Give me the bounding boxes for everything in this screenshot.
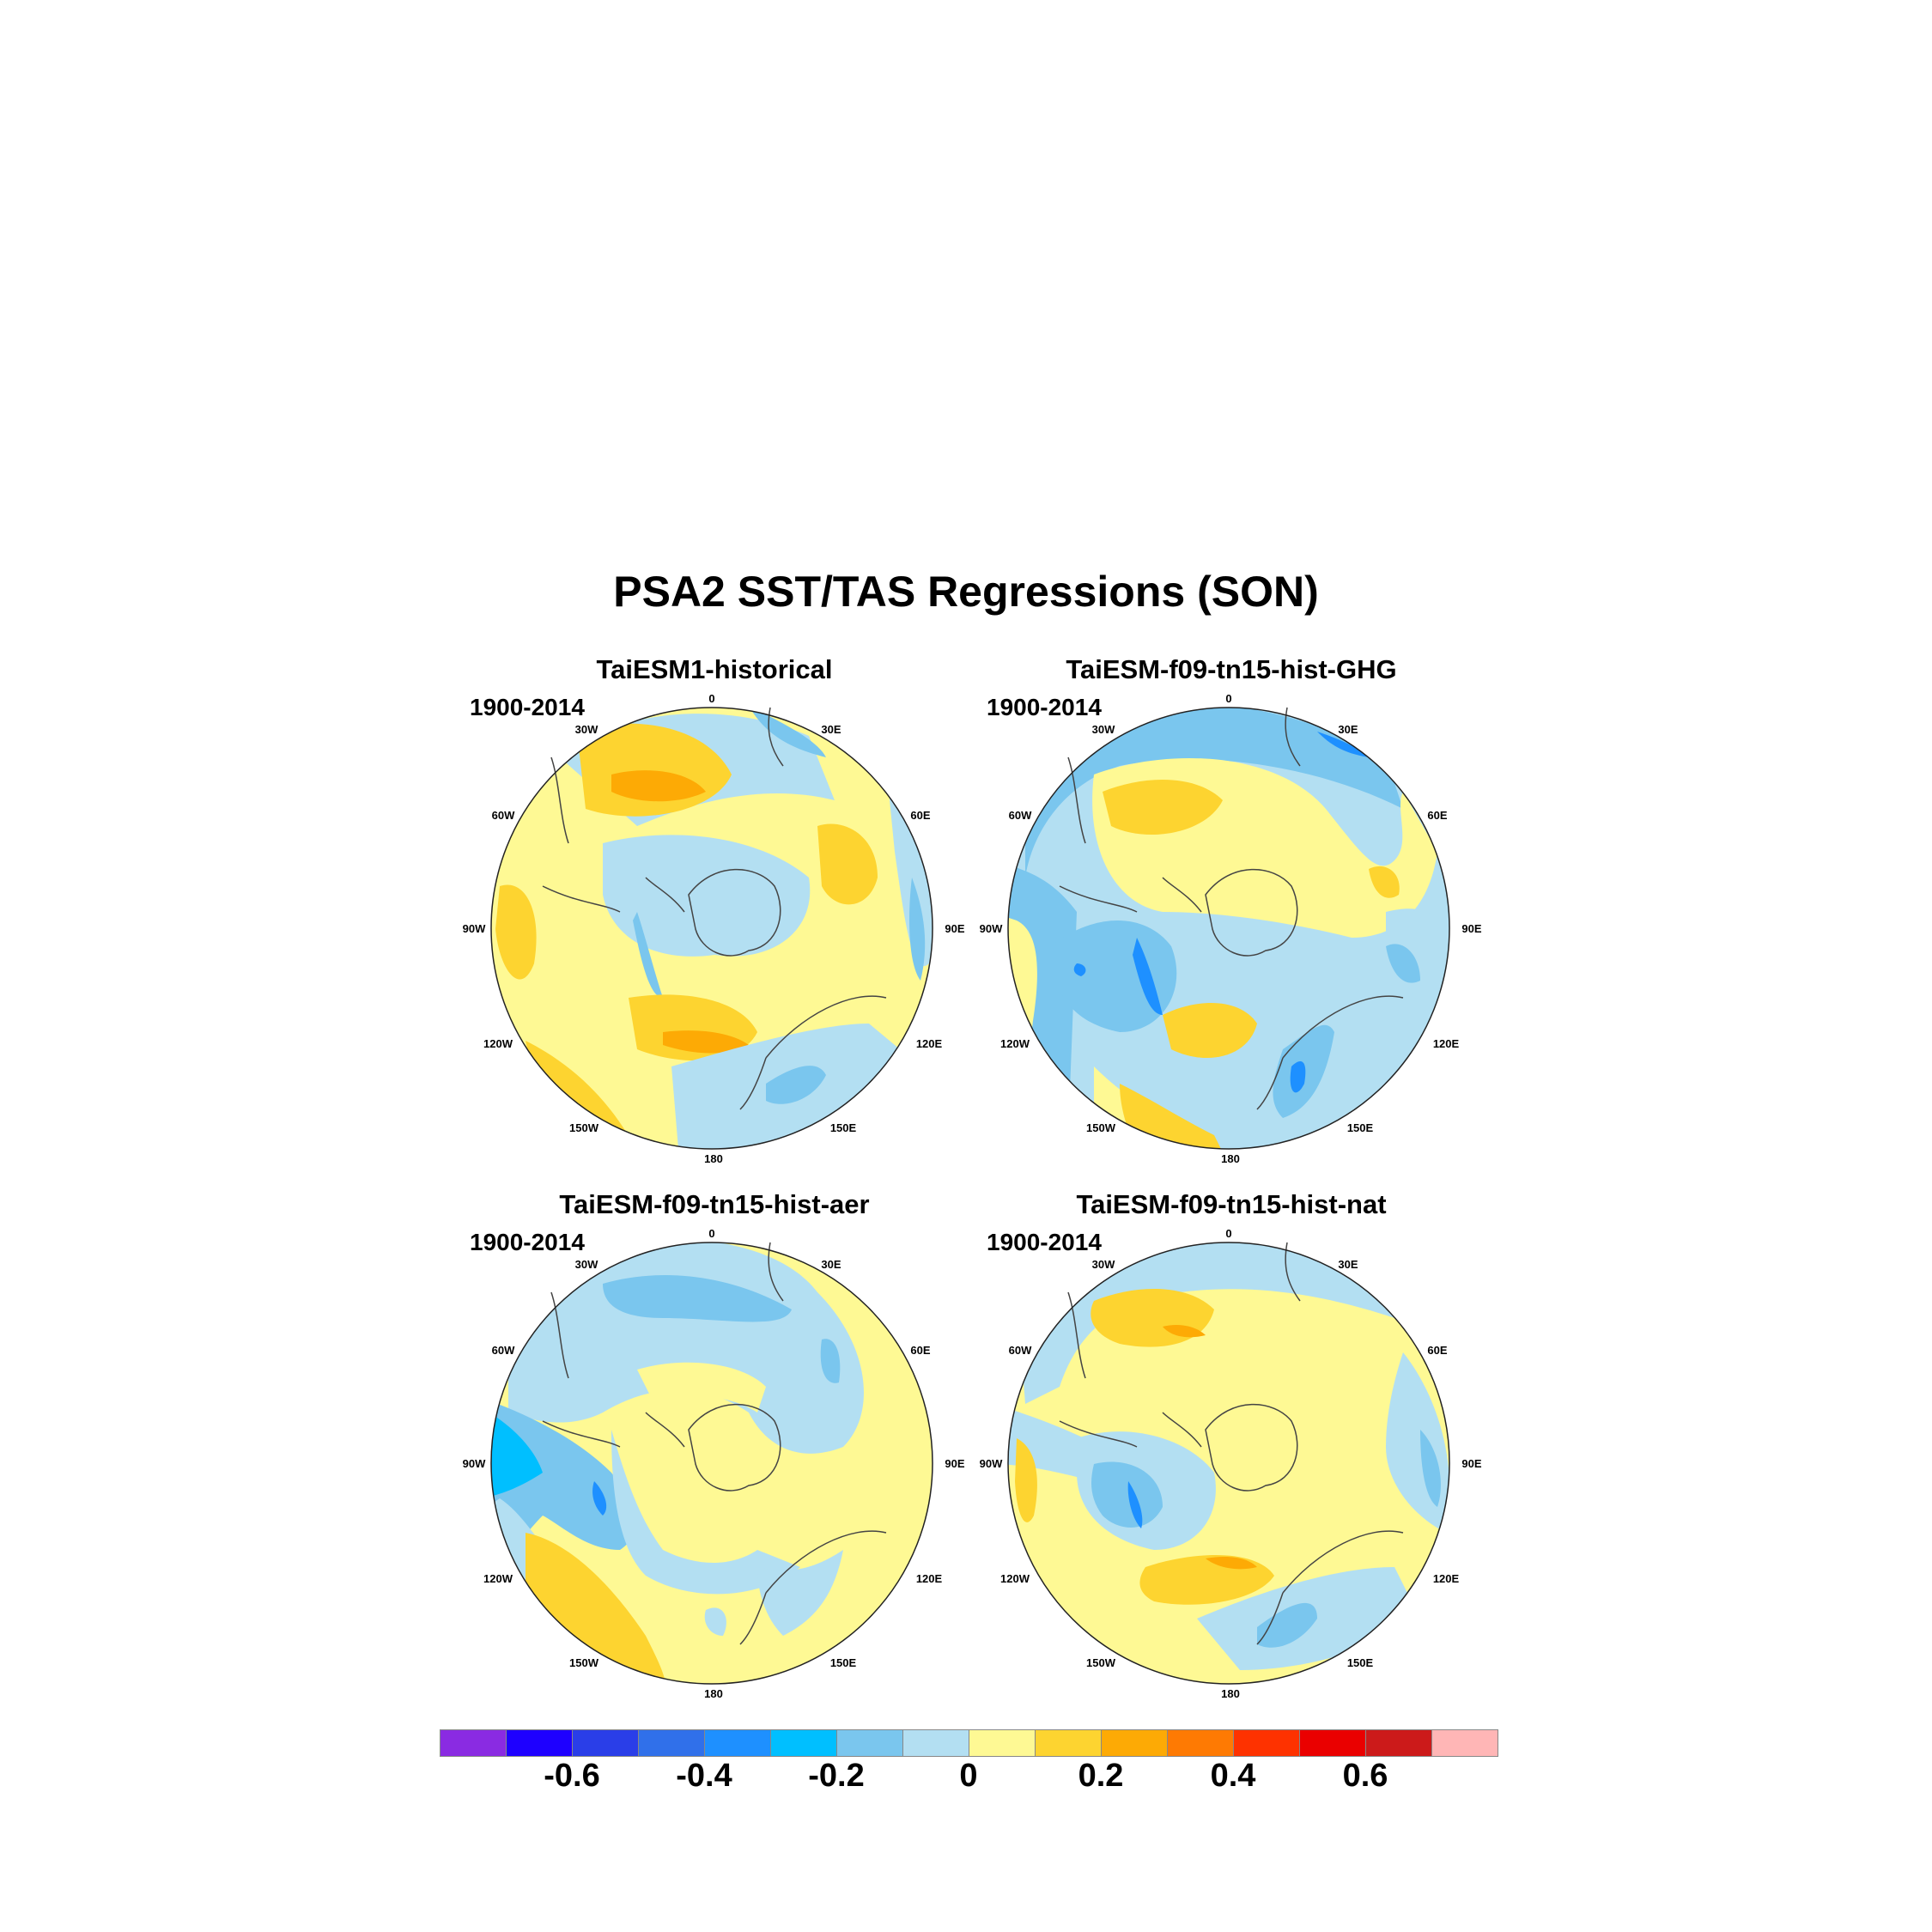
polar-map: 0 30E 60E 90E 120E 150E 180 150W 120W 90… bbox=[980, 1227, 1482, 1700]
lon-label-0: 0 bbox=[708, 1227, 714, 1240]
lon-label-150w: 150W bbox=[569, 1121, 599, 1134]
lon-label-90w: 90W bbox=[980, 1457, 1003, 1470]
lon-label-180: 180 bbox=[704, 1687, 723, 1700]
lon-label-30w: 30W bbox=[1092, 1258, 1115, 1271]
main-title: PSA2 SST/TAS Regressions (SON) bbox=[613, 568, 1319, 616]
lon-label-90e: 90E bbox=[945, 922, 964, 935]
panel-period: 1900-2014 bbox=[987, 1229, 1102, 1255]
panel-period: 1900-2014 bbox=[470, 694, 585, 720]
longitude-labels: 0 30E 60E 90E 120E 150E 180 150W 120W 90… bbox=[463, 1227, 965, 1700]
colorbar-cell bbox=[704, 1729, 771, 1757]
lon-label-150w: 150W bbox=[1086, 1656, 1116, 1669]
polar-map: 0 30E 60E 90E 120E 150E 180 150W 120W 90… bbox=[463, 1227, 965, 1700]
panel-title: TaiESM-f09-tn15-hist-GHG bbox=[1066, 654, 1397, 684]
lon-label-180: 180 bbox=[704, 1152, 723, 1165]
lon-label-0: 0 bbox=[1225, 692, 1231, 705]
lon-label-120w: 120W bbox=[483, 1037, 513, 1050]
colorbar-cell bbox=[440, 1729, 507, 1757]
colorbar-cell bbox=[506, 1729, 573, 1757]
polar-map: 0 30E 60E 90E 120E 150E 180 150W 120W 90… bbox=[463, 692, 965, 1165]
panel-historical: TaiESM1-historical 1900-2014 bbox=[463, 654, 965, 1170]
lon-label-0: 0 bbox=[1225, 1227, 1231, 1240]
lon-label-150e: 150E bbox=[1347, 1656, 1374, 1669]
panel-hist-ghg: TaiESM-f09-tn15-hist-GHG 1900-2014 bbox=[980, 654, 1482, 1170]
lon-label-60w: 60W bbox=[492, 1344, 515, 1357]
lon-label-90e: 90E bbox=[1461, 1457, 1481, 1470]
lon-label-30e: 30E bbox=[821, 1258, 841, 1271]
lon-label-30w: 30W bbox=[1092, 723, 1115, 736]
lon-label-0: 0 bbox=[708, 692, 714, 705]
colorbar-cell bbox=[969, 1729, 1036, 1757]
lon-label-120e: 120E bbox=[1433, 1572, 1460, 1585]
lon-label-120w: 120W bbox=[483, 1572, 513, 1585]
lon-label-30w: 30W bbox=[575, 1258, 598, 1271]
colorbar-cell bbox=[638, 1729, 705, 1757]
panel-title: TaiESM1-historical bbox=[596, 654, 833, 684]
lon-label-150e: 150E bbox=[830, 1121, 857, 1134]
lon-label-60w: 60W bbox=[1009, 1344, 1032, 1357]
lon-label-60w: 60W bbox=[492, 809, 515, 822]
colorbar-cell bbox=[836, 1729, 903, 1757]
lon-label-180: 180 bbox=[1221, 1152, 1240, 1165]
colorbar-cell bbox=[1233, 1729, 1300, 1757]
colorbar-tick-label: 0.2 bbox=[1078, 1758, 1124, 1794]
lon-label-60e: 60E bbox=[910, 809, 930, 822]
lon-label-120e: 120E bbox=[916, 1037, 943, 1050]
colorbar-tick-label: -0.6 bbox=[544, 1758, 600, 1794]
colorbar-cell bbox=[572, 1729, 639, 1757]
colorbar-cell bbox=[1035, 1729, 1102, 1757]
longitude-labels: 0 30E 60E 90E 120E 150E 180 150W 120W 90… bbox=[463, 692, 965, 1165]
lon-label-90w: 90W bbox=[463, 922, 486, 935]
panel-hist-nat: TaiESM-f09-tn15-hist-nat 1900-2014 bbox=[980, 1189, 1482, 1704]
lon-label-30e: 30E bbox=[821, 723, 841, 736]
lon-label-120e: 120E bbox=[1433, 1037, 1460, 1050]
lon-label-120w: 120W bbox=[1000, 1572, 1030, 1585]
longitude-labels: 0 30E 60E 90E 120E 150E 180 150W 120W 90… bbox=[980, 1227, 1482, 1700]
polar-map: 0 30E 60E 90E 120E 150E 180 150W 120W 90… bbox=[980, 692, 1482, 1165]
lon-label-60e: 60E bbox=[910, 1344, 930, 1357]
lon-label-30e: 30E bbox=[1338, 1258, 1358, 1271]
lon-label-30e: 30E bbox=[1338, 723, 1358, 736]
colorbar-cell bbox=[1431, 1729, 1498, 1757]
colorbar-tick-label: 0.6 bbox=[1342, 1758, 1388, 1794]
lon-label-90w: 90W bbox=[463, 1457, 486, 1470]
lon-label-90e: 90E bbox=[945, 1457, 964, 1470]
lon-label-150w: 150W bbox=[1086, 1121, 1116, 1134]
colorbar-cell bbox=[1299, 1729, 1366, 1757]
panel-title: TaiESM-f09-tn15-hist-aer bbox=[559, 1189, 870, 1219]
colorbar-tick-label: 0 bbox=[959, 1758, 978, 1794]
panel-period: 1900-2014 bbox=[987, 694, 1102, 720]
colorbar-cell bbox=[902, 1729, 969, 1757]
lon-label-60w: 60W bbox=[1009, 809, 1032, 822]
longitude-labels: 0 30E 60E 90E 120E 150E 180 150W 120W 90… bbox=[980, 692, 1482, 1165]
lon-label-150e: 150E bbox=[1347, 1121, 1374, 1134]
lon-label-120e: 120E bbox=[916, 1572, 943, 1585]
colorbar-cell bbox=[770, 1729, 837, 1757]
colorbar-cell bbox=[1365, 1729, 1432, 1757]
colorbar-cell bbox=[1167, 1729, 1234, 1757]
colorbar-tick-label: -0.4 bbox=[676, 1758, 732, 1794]
colorbar-cell bbox=[1101, 1729, 1168, 1757]
lon-label-90e: 90E bbox=[1461, 922, 1481, 935]
lon-label-150w: 150W bbox=[569, 1656, 599, 1669]
lon-label-150e: 150E bbox=[830, 1656, 857, 1669]
lon-label-180: 180 bbox=[1221, 1687, 1240, 1700]
panel-period: 1900-2014 bbox=[470, 1229, 585, 1255]
lon-label-60e: 60E bbox=[1427, 1344, 1447, 1357]
colorbar-tick-label: -0.2 bbox=[808, 1758, 865, 1794]
lon-label-90w: 90W bbox=[980, 922, 1003, 935]
lon-label-30w: 30W bbox=[575, 723, 598, 736]
colorbar-tick-label: 0.4 bbox=[1210, 1758, 1256, 1794]
lon-label-120w: 120W bbox=[1000, 1037, 1030, 1050]
panel-hist-aer: TaiESM-f09-tn15-hist-aer 1900-2014 bbox=[463, 1189, 965, 1704]
lon-label-60e: 60E bbox=[1427, 809, 1447, 822]
colorbar bbox=[440, 1729, 1498, 1759]
panel-title: TaiESM-f09-tn15-hist-nat bbox=[1076, 1189, 1387, 1219]
